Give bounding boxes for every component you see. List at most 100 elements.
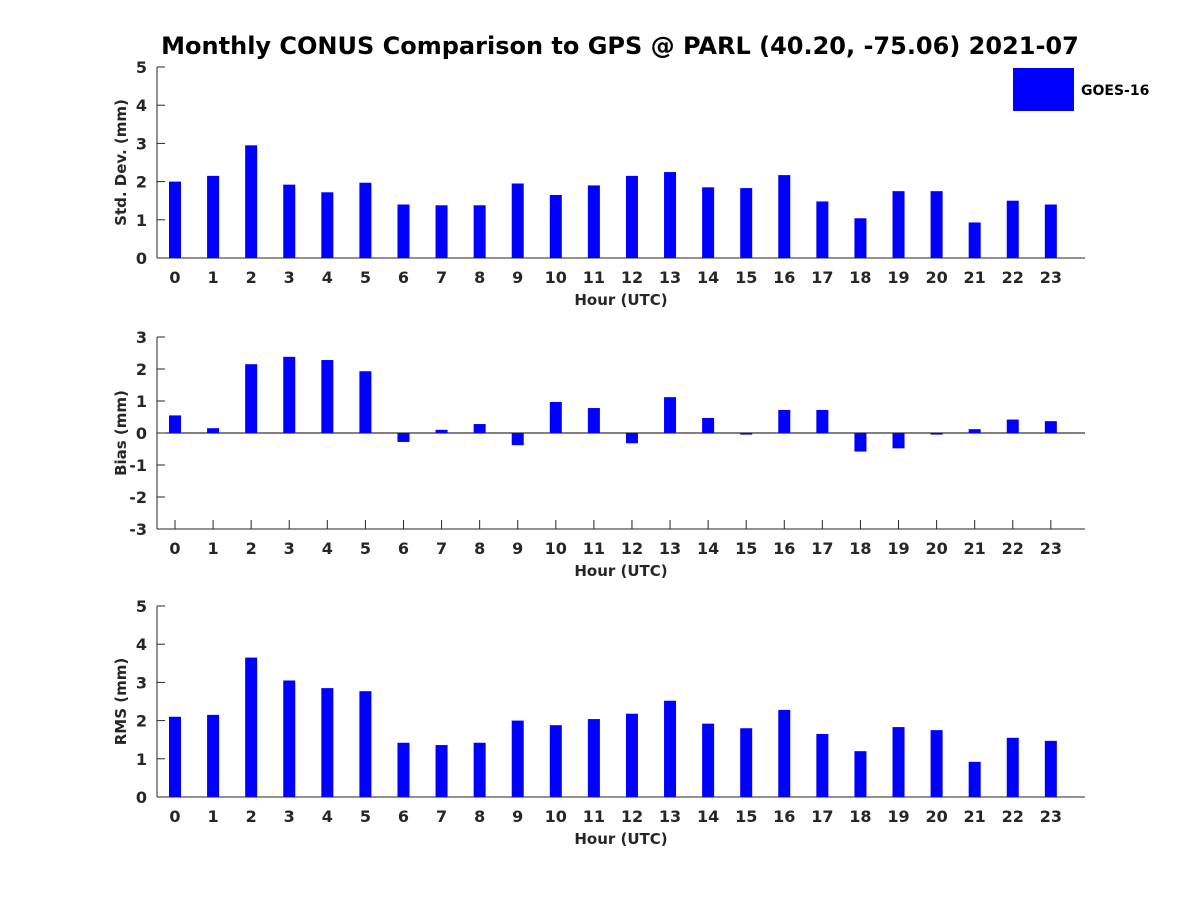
bias-x-tick-label: 12 bbox=[621, 539, 643, 558]
rms-x-tick-label: 13 bbox=[659, 807, 681, 826]
rms-x-tick-label: 23 bbox=[1040, 807, 1062, 826]
stddev-bar bbox=[473, 205, 486, 258]
bias-bar bbox=[435, 429, 448, 433]
bias-x-tick-label: 22 bbox=[1002, 539, 1024, 558]
bias-x-tick-label: 18 bbox=[849, 539, 871, 558]
bias-x-tick-label: 17 bbox=[811, 539, 833, 558]
bias-y-tick-label: 2 bbox=[136, 360, 147, 379]
bias-y-tick-label: 3 bbox=[136, 328, 147, 347]
rms-x-tick-label: 16 bbox=[773, 807, 795, 826]
stddev-x-tick-label: 15 bbox=[735, 268, 757, 287]
rms-x-tick-label: 22 bbox=[1002, 807, 1024, 826]
stddev-y-tick-label: 0 bbox=[136, 249, 147, 268]
rms-bar bbox=[816, 733, 829, 797]
stddev-bar bbox=[283, 184, 296, 258]
rms-x-axis-label: Hour (UTC) bbox=[574, 830, 667, 848]
bias-bar bbox=[283, 356, 296, 433]
bias-x-tick-label: 11 bbox=[583, 539, 605, 558]
bias-bar bbox=[892, 433, 905, 449]
stddev-x-tick-label: 18 bbox=[849, 268, 871, 287]
bias-bar bbox=[169, 415, 181, 433]
rms-x-tick-label: 7 bbox=[436, 807, 447, 826]
rms-bar bbox=[968, 761, 981, 797]
bias-bar bbox=[816, 409, 829, 433]
rms-x-tick-label: 14 bbox=[697, 807, 719, 826]
bias-bar bbox=[587, 408, 600, 433]
stddev-bar bbox=[968, 222, 981, 258]
bias-x-tick-label: 5 bbox=[360, 539, 371, 558]
rms-bar bbox=[435, 745, 448, 797]
stddev-bar bbox=[702, 187, 715, 258]
bias-bar bbox=[625, 433, 638, 444]
rms-x-tick-label: 12 bbox=[621, 807, 643, 826]
bias-bar bbox=[473, 424, 486, 433]
rms-bar bbox=[587, 719, 600, 797]
bias-x-tick-label: 14 bbox=[697, 539, 719, 558]
stddev-x-tick-label: 9 bbox=[512, 268, 523, 287]
rms-bar bbox=[207, 714, 220, 797]
rms-x-tick-label: 11 bbox=[583, 807, 605, 826]
rms-x-tick-label: 18 bbox=[849, 807, 871, 826]
legend-swatch bbox=[1013, 68, 1074, 111]
rms-bar bbox=[245, 657, 258, 797]
stddev-x-tick-label: 19 bbox=[887, 268, 909, 287]
stddev-bar bbox=[740, 188, 753, 258]
stddev-x-tick-label: 3 bbox=[284, 268, 295, 287]
bias-x-tick-label: 0 bbox=[169, 539, 180, 558]
bias-x-tick-label: 16 bbox=[773, 539, 795, 558]
bias-bar bbox=[702, 417, 715, 433]
stddev-y-tick-label: 2 bbox=[136, 173, 147, 192]
rms-bar bbox=[321, 688, 334, 797]
stddev-bar bbox=[1044, 204, 1057, 258]
stddev-y-tick-label: 1 bbox=[136, 211, 147, 230]
stddev-bar bbox=[435, 205, 448, 258]
bias-x-tick-label: 6 bbox=[398, 539, 409, 558]
bias-bar bbox=[664, 397, 677, 433]
rms-x-tick-label: 2 bbox=[246, 807, 257, 826]
stddev-y-tick-label: 4 bbox=[136, 96, 147, 115]
rms-x-tick-label: 1 bbox=[208, 807, 219, 826]
rms-y-tick-label: 2 bbox=[136, 712, 147, 731]
bias-y-tick-label: -3 bbox=[129, 520, 147, 539]
rms-x-tick-label: 0 bbox=[169, 807, 180, 826]
stddev-x-tick-label: 6 bbox=[398, 268, 409, 287]
stddev-x-tick-label: 1 bbox=[208, 268, 219, 287]
stddev-x-tick-label: 4 bbox=[322, 268, 333, 287]
bias-bar bbox=[207, 428, 220, 433]
rms-y-axis-label: RMS (mm) bbox=[112, 658, 130, 745]
bias-x-tick-label: 21 bbox=[964, 539, 986, 558]
stddev-bar bbox=[549, 194, 562, 258]
stddev-bar bbox=[778, 175, 791, 258]
bias-x-tick-label: 4 bbox=[322, 539, 333, 558]
stddev-bar bbox=[892, 191, 905, 258]
rms-x-tick-label: 6 bbox=[398, 807, 409, 826]
bias-y-axis-label: Bias (mm) bbox=[112, 390, 130, 476]
stddev-x-tick-label: 13 bbox=[659, 268, 681, 287]
bias-x-tick-label: 2 bbox=[246, 539, 257, 558]
stddev-x-tick-label: 16 bbox=[773, 268, 795, 287]
bias-y-tick-label: -2 bbox=[129, 488, 147, 507]
rms-bar bbox=[169, 716, 181, 797]
bias-bar bbox=[245, 364, 258, 433]
bias-bar bbox=[778, 409, 791, 433]
bias-x-tick-label: 19 bbox=[887, 539, 909, 558]
bias-bar bbox=[968, 429, 981, 433]
rms-bar bbox=[473, 742, 486, 797]
rms-bar bbox=[740, 728, 753, 797]
rms-bar bbox=[930, 730, 943, 797]
legend: GOES-16 bbox=[1013, 68, 1149, 111]
stddev-x-tick-label: 23 bbox=[1040, 268, 1062, 287]
stddev-x-tick-label: 0 bbox=[169, 268, 180, 287]
bias-x-axis-label: Hour (UTC) bbox=[574, 562, 667, 580]
bias-x-tick-label: 23 bbox=[1040, 539, 1062, 558]
rms-x-tick-label: 3 bbox=[284, 807, 295, 826]
stddev-y-tick-label: 3 bbox=[136, 134, 147, 153]
bias-x-tick-label: 8 bbox=[474, 539, 485, 558]
rms-bar bbox=[511, 720, 524, 797]
bias-y-tick-label: 0 bbox=[136, 424, 147, 443]
bias-x-tick-label: 3 bbox=[284, 539, 295, 558]
bias-y-tick-label: 1 bbox=[136, 392, 147, 411]
rms-x-tick-label: 5 bbox=[360, 807, 371, 826]
stddev-x-tick-label: 2 bbox=[246, 268, 257, 287]
rms-x-tick-label: 4 bbox=[322, 807, 333, 826]
